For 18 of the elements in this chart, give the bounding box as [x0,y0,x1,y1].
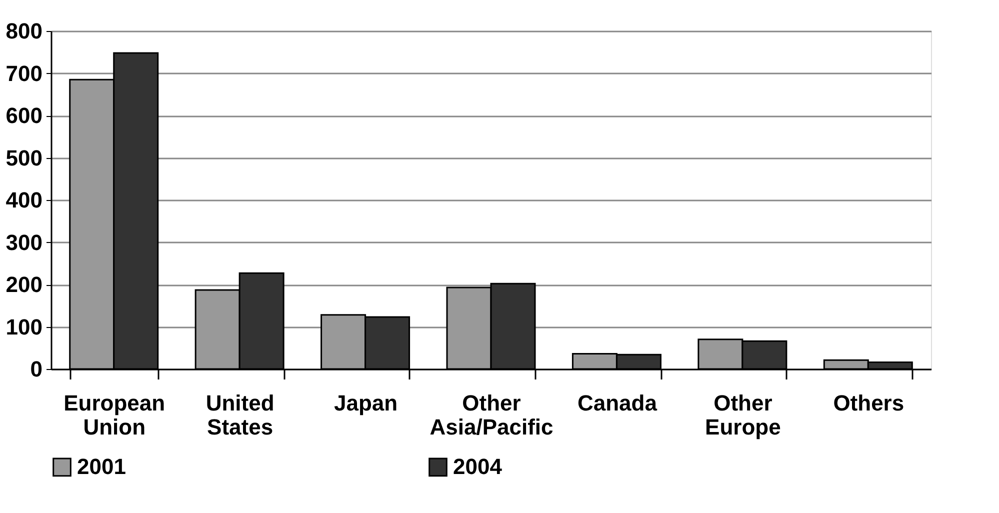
y-tick-label: 500 [6,145,42,170]
x-tick-label: Other Europe [705,390,781,440]
legend-label: 2004 [453,454,503,480]
y-tick-label: 600 [6,103,42,128]
y-tick-label: 800 [6,18,42,44]
y-tick-label: 300 [6,230,42,255]
x-tick-label: United States [206,390,274,440]
y-tick-label: 400 [6,188,42,212]
y-tick-label: 700 [6,60,42,86]
y-tick-label: 200 [6,272,42,297]
x-tick-label: Canada [577,390,658,416]
x-tick-label: Others [833,390,904,416]
x-tick-label: Japan [334,390,398,416]
legend-label: 2001 [77,454,126,480]
y-tick-label: 100 [6,314,42,340]
x-tick-label: European Union [64,390,166,440]
y-tick-label: 0 [30,356,42,382]
x-tick-label: Other Asia/Pacific [430,390,554,440]
